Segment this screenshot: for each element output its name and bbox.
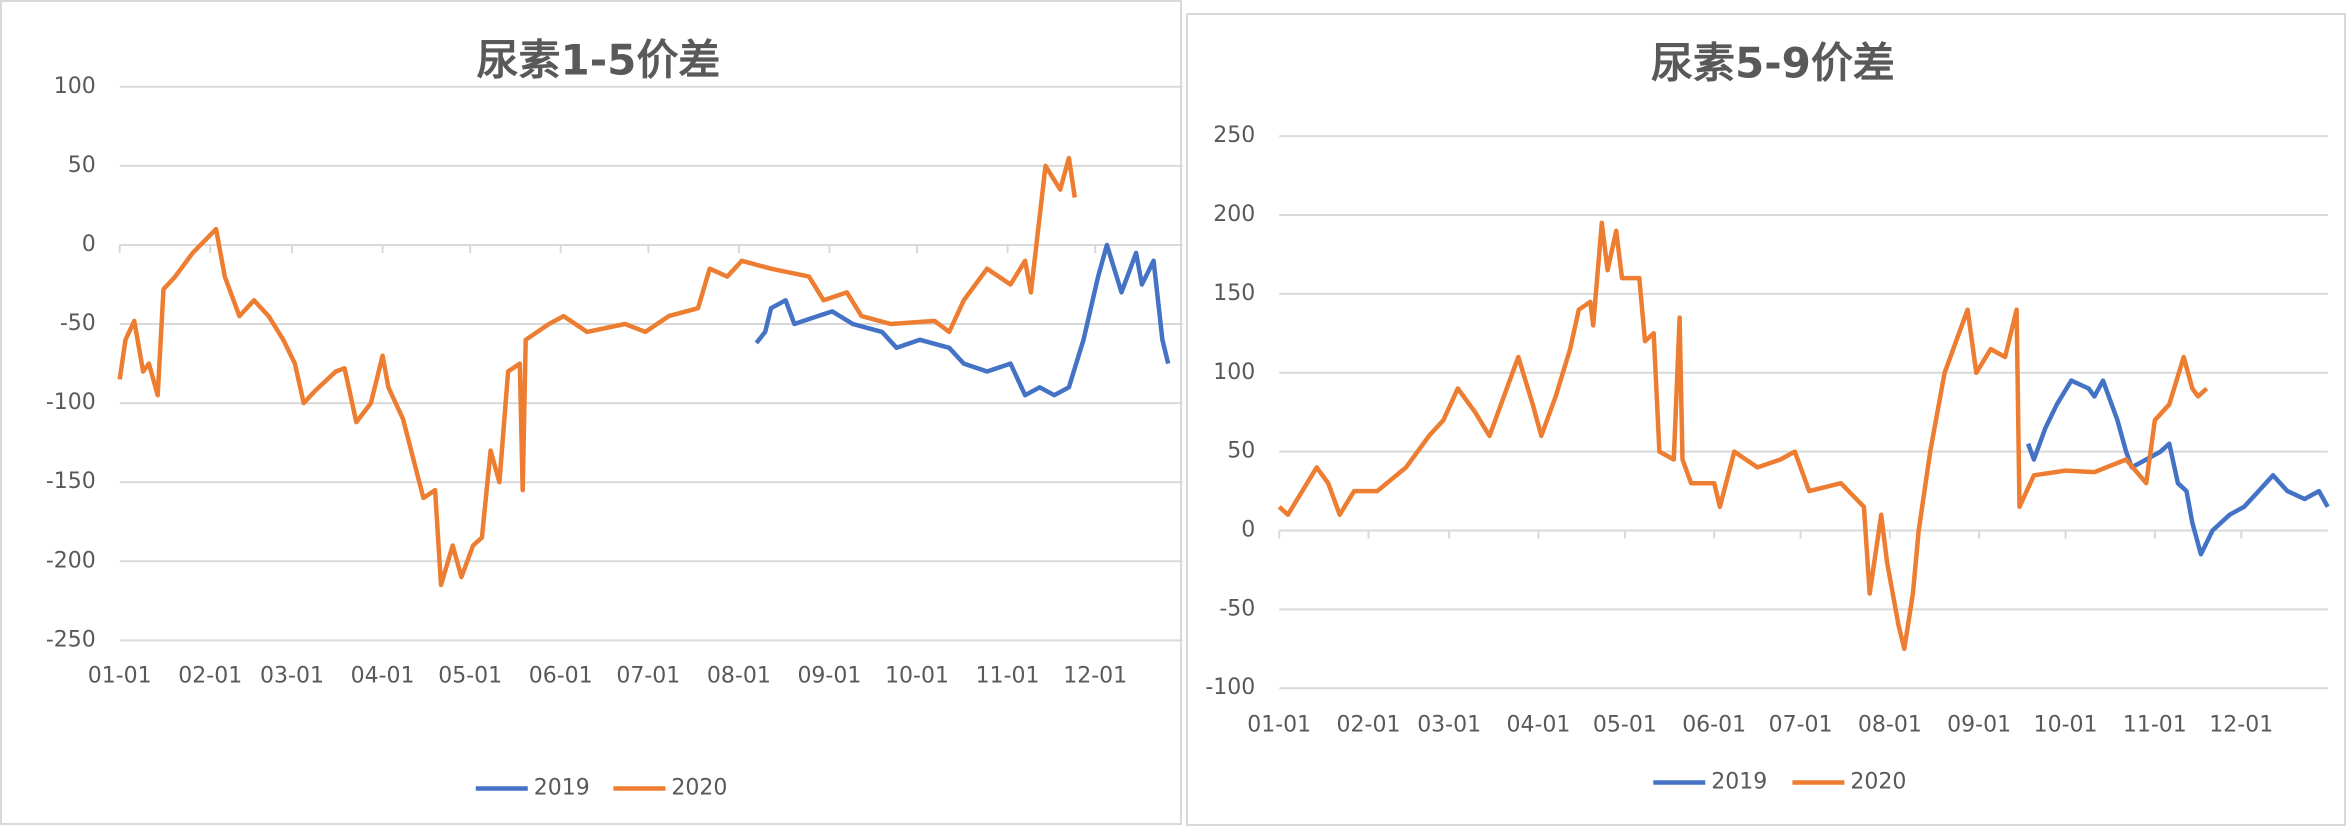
y-tick-label: -100 xyxy=(1205,675,1255,700)
legend-label: 2020 xyxy=(671,775,727,800)
y-tick-label: -250 xyxy=(46,627,96,652)
y-tick-label: 100 xyxy=(1213,360,1255,385)
x-tick-label: 05-01 xyxy=(1593,713,1657,738)
x-tick-label: 07-01 xyxy=(616,663,680,688)
y-tick-label: -50 xyxy=(60,311,96,336)
series-line xyxy=(117,155,1078,588)
y-tick-label: 100 xyxy=(54,74,96,99)
x-tick-label: 08-01 xyxy=(1858,713,1922,738)
y-tick-label: -200 xyxy=(46,548,96,573)
x-tick-label: 01-01 xyxy=(1247,713,1311,738)
x-tick-label: 09-01 xyxy=(797,663,861,688)
x-tick-label: 04-01 xyxy=(351,663,415,688)
x-tick-label: 10-01 xyxy=(885,663,949,688)
panel-frame xyxy=(1186,13,2346,826)
x-tick-label: 11-01 xyxy=(976,663,1040,688)
x-tick-label: 12-01 xyxy=(1063,663,1127,688)
x-tick-label: 05-01 xyxy=(438,663,502,688)
y-tick-label: 0 xyxy=(1241,518,1255,543)
series-line xyxy=(1277,220,2209,652)
y-tick-label: -50 xyxy=(1219,596,1255,621)
y-tick-label: -100 xyxy=(46,390,96,415)
x-tick-label: 06-01 xyxy=(1682,713,1746,738)
legend-label: 2020 xyxy=(1850,769,1906,794)
y-tick-label: 250 xyxy=(1213,123,1255,148)
x-tick-label: 07-01 xyxy=(1769,713,1833,738)
series-line xyxy=(2025,378,2330,557)
y-tick-label: 50 xyxy=(68,153,96,178)
y-tick-label: 150 xyxy=(1213,281,1255,306)
x-tick-label: 03-01 xyxy=(1417,713,1481,738)
x-tick-label: 02-01 xyxy=(1337,713,1401,738)
x-tick-label: 03-01 xyxy=(260,663,324,688)
x-tick-label: 06-01 xyxy=(529,663,593,688)
y-tick-label: 200 xyxy=(1213,202,1255,227)
x-tick-label: 12-01 xyxy=(2209,713,2273,738)
legend-label: 2019 xyxy=(1711,769,1767,794)
legend-label: 2019 xyxy=(534,775,590,800)
series-line xyxy=(754,242,1171,398)
x-tick-label: 04-01 xyxy=(1506,713,1570,738)
chart-title: 尿素1-5价差 xyxy=(477,35,721,84)
x-tick-label: 01-01 xyxy=(88,663,152,688)
x-tick-label: 10-01 xyxy=(2034,713,2098,738)
chart-title: 尿素5-9价差 xyxy=(1651,38,1895,87)
y-tick-label: 0 xyxy=(82,232,96,257)
x-tick-label: 11-01 xyxy=(2123,713,2187,738)
x-tick-label: 08-01 xyxy=(707,663,771,688)
y-tick-label: 50 xyxy=(1227,439,1255,464)
y-tick-label: -150 xyxy=(46,469,96,494)
x-tick-label: 02-01 xyxy=(178,663,242,688)
panel-frame xyxy=(0,0,1182,825)
x-tick-label: 09-01 xyxy=(1947,713,2011,738)
